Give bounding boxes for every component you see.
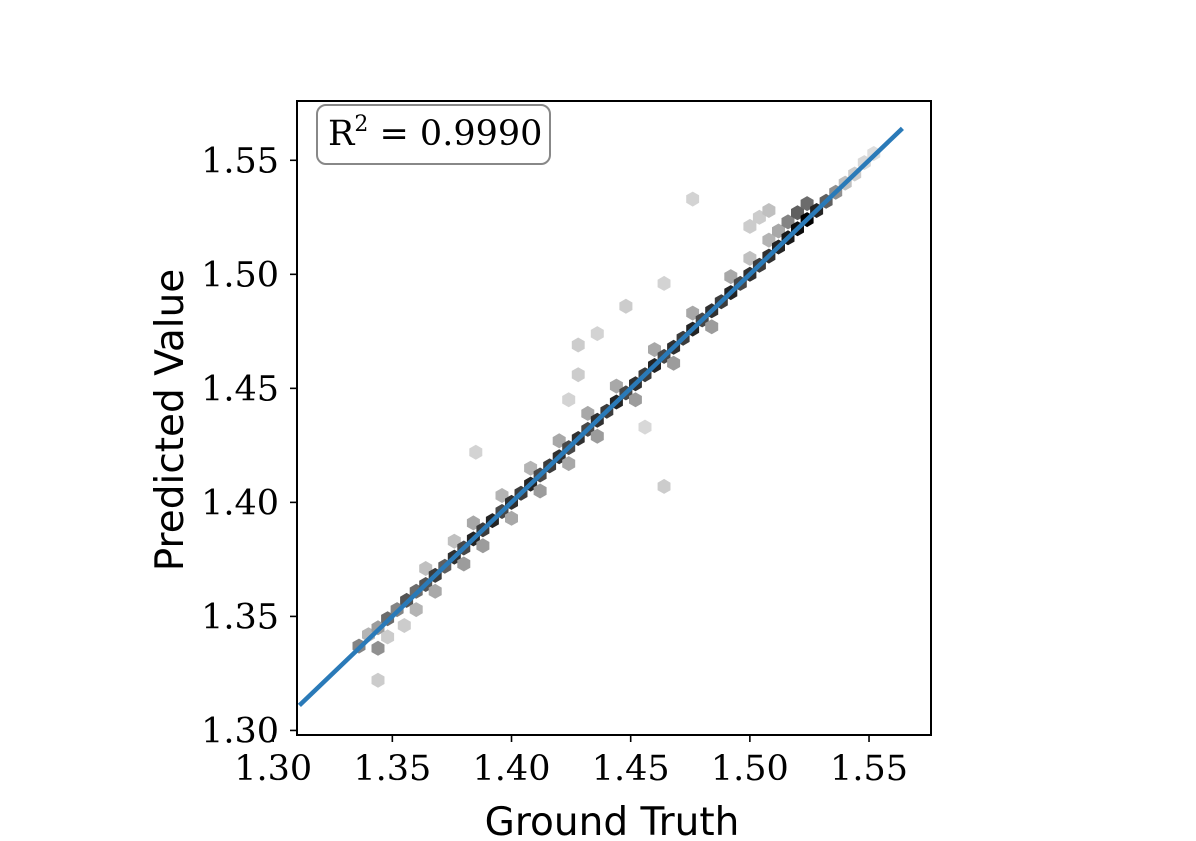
x-tick-label: 1.30: [234, 749, 312, 789]
y-tick-label: 1.30: [201, 711, 279, 751]
hexbin-cell: [562, 392, 576, 408]
x-tick-label: 1.45: [592, 749, 670, 789]
hexbin-cell: [743, 218, 757, 234]
x-tick-label: 1.50: [711, 749, 789, 789]
hexbin-cell: [457, 556, 471, 572]
hexbin-cell: [590, 326, 604, 342]
r2-symbol: R: [328, 114, 356, 154]
x-axis-title: Ground Truth: [485, 800, 740, 841]
hexbin-cell: [571, 367, 585, 383]
y-axis: 1.30 1.35 1.40 1.45 1.50 1.55: [201, 141, 297, 751]
hexbin-cell: [657, 478, 671, 494]
x-tick-label: 1.40: [473, 749, 551, 789]
hexbin-cell: [686, 191, 700, 207]
hexbin-cell: [476, 538, 490, 554]
hexbin-cell: [409, 602, 423, 618]
hexbin-cell: [381, 629, 395, 645]
x-tick-label: 1.55: [830, 749, 908, 789]
regression-line: [297, 126, 904, 707]
plot-frame: [296, 100, 932, 736]
hexbin-cell: [705, 319, 719, 335]
r2-superscript: 2: [354, 112, 368, 137]
hexbin-cell: [562, 456, 576, 472]
r2-value: = 0.9990: [368, 114, 542, 154]
x-tick-label: 1.35: [353, 749, 431, 789]
hexbin-cell: [762, 203, 776, 218]
hexbin-cell: [533, 483, 547, 499]
y-tick-label: 1.35: [201, 597, 279, 637]
y-tick-label: 1.50: [201, 255, 279, 295]
y-axis-title: Predicted Value: [148, 269, 193, 572]
hexbin-cell: [428, 583, 442, 599]
hexbin-cell: [571, 337, 585, 353]
hexbin-cell: [629, 392, 642, 408]
hexbin-cell: [619, 298, 633, 314]
hexbin-cell: [657, 275, 671, 291]
y-tick-label: 1.45: [201, 369, 279, 409]
r2-annotation-box: [316, 104, 551, 165]
hexbin-cell: [638, 419, 652, 435]
hexbin-cell: [469, 444, 483, 460]
y-tick-label: 1.40: [201, 483, 279, 523]
hexbin-cell: [667, 355, 681, 371]
r2-annotation: R2 = 0.9990: [316, 104, 551, 165]
x-axis: 1.30 1.35 1.40 1.45 1.50 1.55: [234, 735, 908, 789]
hexbin-cell: [397, 618, 411, 633]
hexbin-cell: [371, 640, 385, 656]
hexbin-cell: [505, 510, 518, 526]
hexbin-cell: [371, 672, 385, 688]
r2-annotation-text: R2 = 0.9990: [328, 112, 542, 154]
y-tick-label: 1.55: [201, 141, 279, 181]
hexbin-cell: [590, 428, 604, 444]
